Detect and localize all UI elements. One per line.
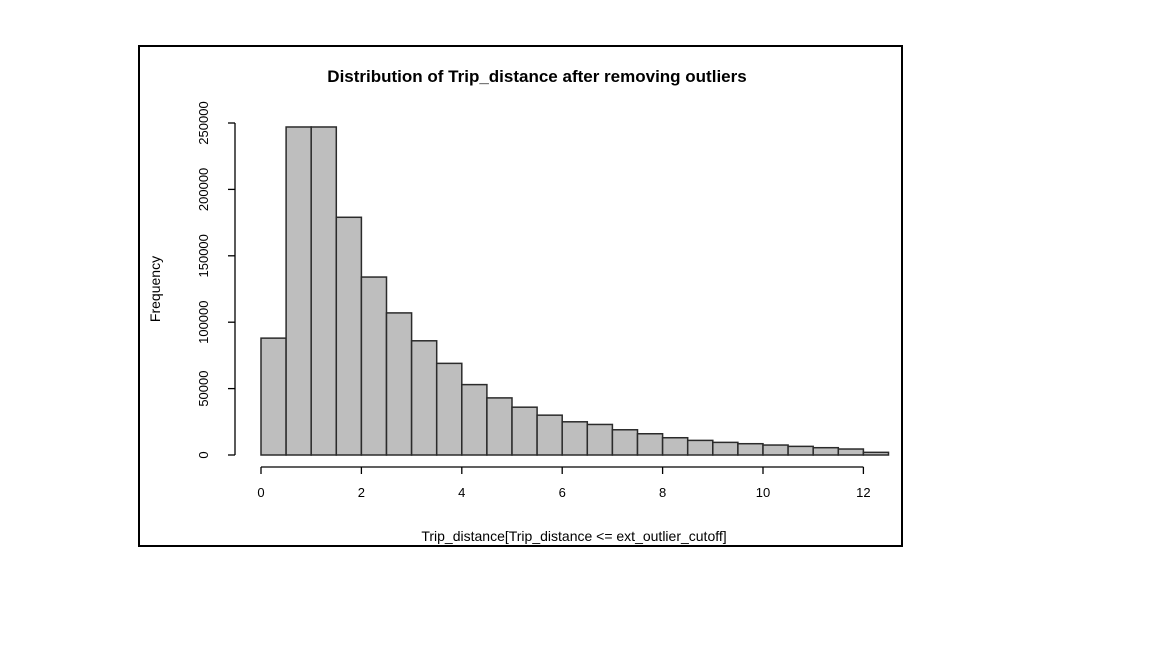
histogram-bar (461, 383, 488, 456)
x-axis-label: Trip_distance[Trip_distance <= ext_outli… (421, 528, 726, 544)
histogram-bar (435, 362, 463, 456)
histogram-bar (561, 421, 589, 456)
histogram-bar (762, 444, 789, 456)
histogram-bar (611, 429, 639, 456)
histogram-bar (486, 397, 513, 456)
histogram-chart: Distribution of Trip_distance after remo… (147, 67, 890, 544)
histogram-bar (862, 451, 890, 456)
y-axis-label: Frequency (147, 256, 163, 322)
histogram-bar (686, 439, 714, 456)
chart-frame: Distribution of Trip_distance after remo… (138, 45, 903, 547)
x-tick-label: 10 (756, 485, 770, 500)
x-tick-label: 4 (458, 485, 465, 500)
histogram-bar (787, 445, 814, 456)
histogram-bar (285, 126, 312, 456)
histogram-bar (410, 340, 438, 456)
x-tick-label: 0 (257, 485, 264, 500)
histogram-bar (661, 436, 689, 456)
histogram-bar (310, 126, 338, 456)
x-axis: 0 2 4 6 8 10 12 (257, 466, 871, 500)
histogram-bar (636, 433, 664, 456)
x-tick-label: 6 (559, 485, 566, 500)
x-tick-label: 12 (856, 485, 870, 500)
y-tick-label: 150000 (196, 234, 211, 277)
y-tick-label: 100000 (196, 301, 211, 344)
chart-title: Distribution of Trip_distance after remo… (327, 67, 746, 86)
histogram-bar (335, 216, 363, 456)
histogram-bar (385, 312, 413, 456)
histogram-bar (812, 446, 840, 456)
histogram-bar (511, 406, 538, 456)
histogram-bar (837, 448, 865, 456)
histogram-bar (586, 423, 614, 456)
x-tick-label: 2 (358, 485, 365, 500)
bars-group (260, 126, 890, 456)
y-tick-label: 250000 (196, 101, 211, 144)
y-axis: 0 50000 100000 150000 200000 250000 (196, 101, 236, 459)
y-tick-label: 200000 (196, 168, 211, 211)
x-tick-label: 8 (659, 485, 666, 500)
histogram-bar (737, 442, 764, 456)
histogram-bar (712, 441, 739, 456)
histogram-bar (536, 414, 563, 456)
y-tick-label: 0 (196, 451, 211, 458)
histogram-bar (260, 337, 287, 456)
y-tick-label: 50000 (196, 371, 211, 407)
histogram-bar (360, 276, 388, 456)
